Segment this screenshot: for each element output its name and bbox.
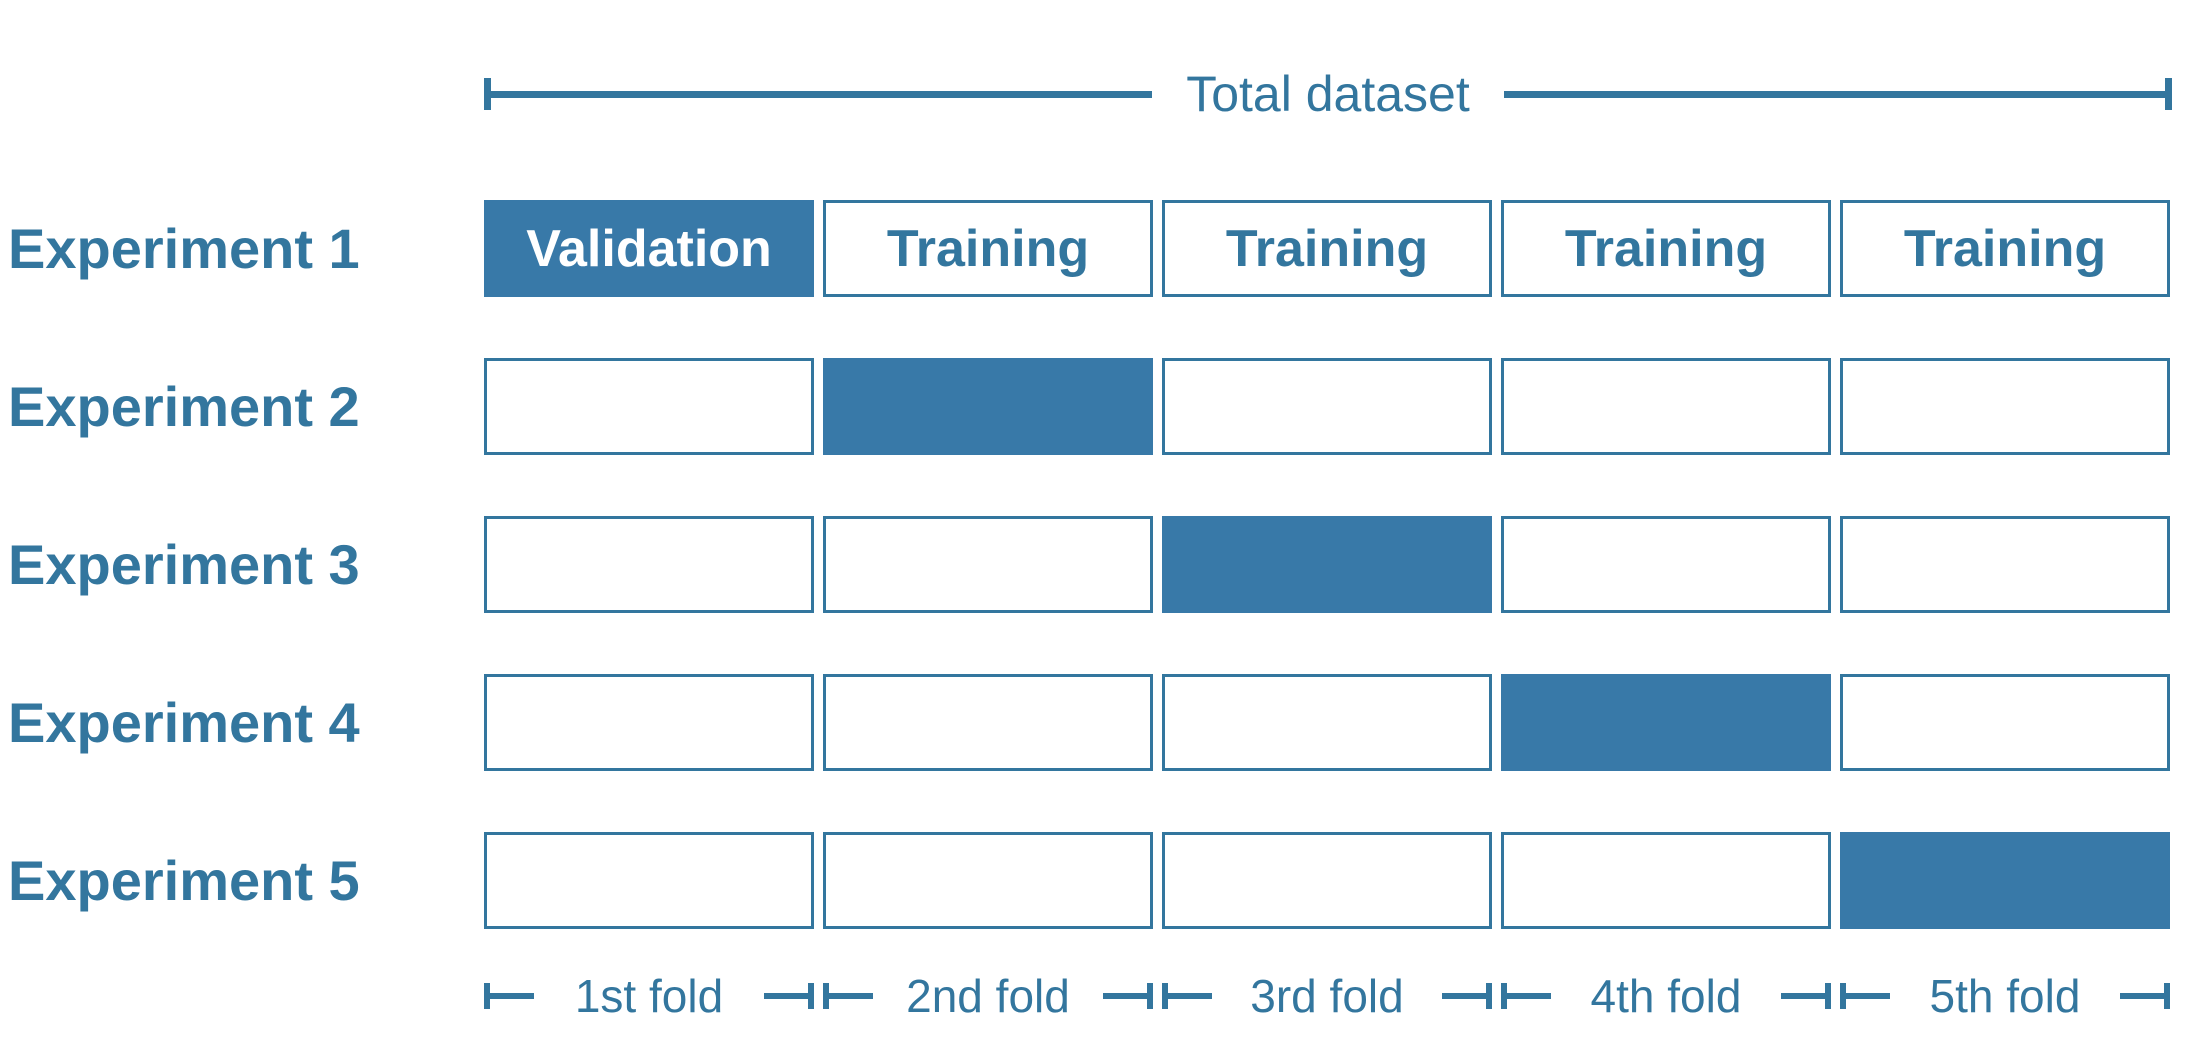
experiment-2-label: Experiment 2 (8, 375, 360, 438)
experiment-row-1: Experiment 1 Validation Training Trainin… (0, 200, 2196, 297)
total-dataset-label: Total dataset (1186, 66, 1470, 122)
fold-label: 5th fold (1929, 970, 2081, 1022)
fold-cell (484, 674, 814, 771)
fold-cell (1162, 516, 1492, 613)
fold-cell: Training (1501, 200, 1831, 297)
fold-cell (823, 358, 1153, 455)
ruler-right-tick-icon (2165, 78, 2172, 110)
fold-cell (484, 358, 814, 455)
fold-start-tick-icon (1840, 983, 1890, 1009)
fold-cell (1501, 358, 1831, 455)
fold-captions: 1st fold 2nd fold 3rd fold 4th fold 5th … (484, 966, 2170, 1026)
fold-cell: Validation (484, 200, 814, 297)
fold-caption-1: 1st fold (484, 966, 814, 1026)
experiment-4-cells (484, 674, 2170, 771)
ruler-left-tick-icon (484, 78, 491, 110)
experiment-row-3: Experiment 3 (0, 516, 2196, 613)
fold-cell (1501, 832, 1831, 929)
fold-cell (1501, 674, 1831, 771)
fold-start-tick-icon (1501, 983, 1551, 1009)
experiment-2-cells (484, 358, 2170, 455)
fold-label: 1st fold (574, 970, 724, 1022)
fold-label: 4th fold (1590, 970, 1742, 1022)
experiment-3-label: Experiment 3 (8, 533, 360, 596)
fold-end-tick-icon (1442, 983, 1492, 1009)
fold-cell (1840, 674, 2170, 771)
fold-cell (823, 832, 1153, 929)
fold-cell (1501, 516, 1831, 613)
fold-caption-4: 4th fold (1501, 966, 1831, 1026)
experiment-row-4: Experiment 4 (0, 674, 2196, 771)
fold-caption-5: 5th fold (1840, 966, 2170, 1026)
total-dataset-ruler: Total dataset (484, 64, 2172, 124)
experiment-row-5: Experiment 5 (0, 832, 2196, 929)
fold-end-tick-icon (764, 983, 814, 1009)
fold-cell (1840, 516, 2170, 613)
fold-label: 3rd fold (1250, 970, 1404, 1022)
experiment-4-label: Experiment 4 (8, 691, 360, 754)
ruler-right-line (1503, 90, 2165, 98)
experiment-3-cells (484, 516, 2170, 613)
fold-cell (823, 674, 1153, 771)
fold-cell (484, 832, 814, 929)
fold-end-tick-icon (1781, 983, 1831, 1009)
fold-cell: Training (1162, 200, 1492, 297)
fold-caption-3: 3rd fold (1162, 966, 1492, 1026)
fold-cell (1162, 674, 1492, 771)
experiment-1-cells: Validation Training Training Training Tr… (484, 200, 2170, 297)
fold-cell (1162, 832, 1492, 929)
experiment-1-label: Experiment 1 (8, 217, 360, 280)
fold-cell (1162, 358, 1492, 455)
fold-label: 2nd fold (906, 970, 1070, 1022)
fold-cell: Training (1840, 200, 2170, 297)
fold-start-tick-icon (1162, 983, 1212, 1009)
fold-end-tick-icon (1102, 983, 1153, 1009)
fold-start-tick-icon (823, 983, 873, 1009)
fold-end-tick-icon (2120, 983, 2170, 1009)
fold-cell: Training (823, 200, 1153, 297)
experiment-5-cells (484, 832, 2170, 929)
fold-cell (1840, 358, 2170, 455)
ruler-left-line (491, 90, 1153, 98)
fold-cell (484, 516, 814, 613)
fold-cell (823, 516, 1153, 613)
fold-cell (1840, 832, 2170, 929)
fold-start-tick-icon (484, 983, 534, 1009)
fold-caption-2: 2nd fold (823, 966, 1153, 1026)
experiment-5-label: Experiment 5 (8, 849, 360, 912)
experiment-row-2: Experiment 2 (0, 358, 2196, 455)
